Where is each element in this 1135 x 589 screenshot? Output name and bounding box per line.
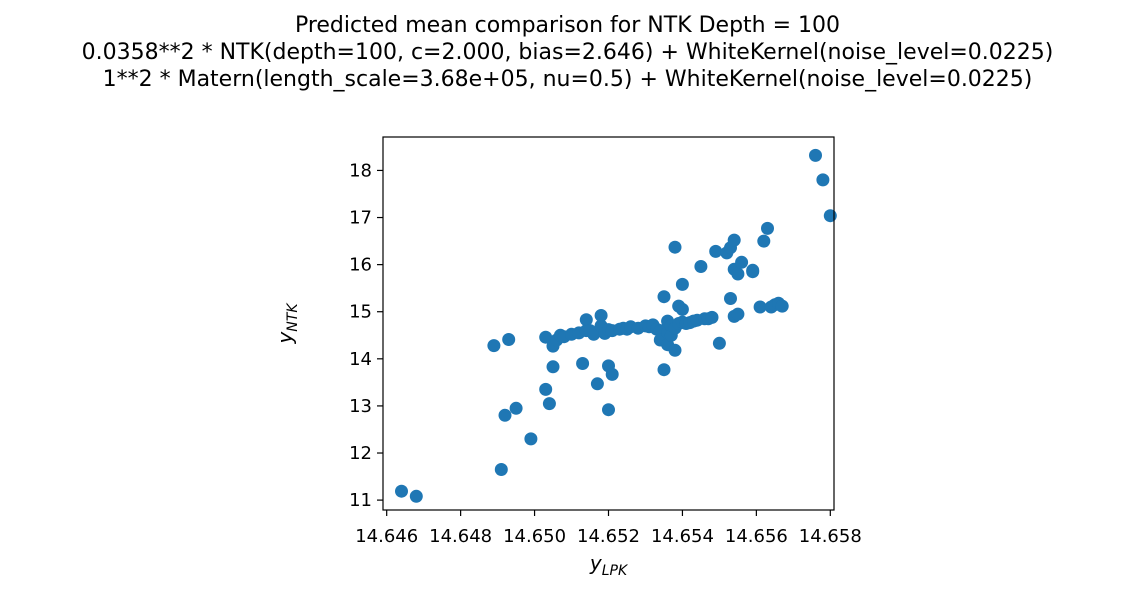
data-point <box>753 300 767 314</box>
data-point <box>657 363 671 377</box>
y-axis-label-base: y <box>273 331 297 345</box>
y-tick-label: 12 <box>349 443 372 464</box>
x-tick-label: 14.656 <box>725 526 788 547</box>
data-point <box>731 307 745 321</box>
y-tick-label: 17 <box>349 208 372 229</box>
chart-title-line-1: Predicted mean comparison for NTK Depth … <box>294 13 841 38</box>
data-point <box>724 292 737 305</box>
data-point <box>605 367 619 381</box>
data-point <box>539 382 553 396</box>
data-point <box>594 309 608 322</box>
data-point <box>509 401 523 415</box>
y-tick-label: 13 <box>349 396 372 417</box>
data-point <box>757 234 771 248</box>
y-tick-label: 11 <box>349 490 372 511</box>
y-tick-label: 14 <box>349 349 372 370</box>
data-point <box>657 290 671 304</box>
data-point <box>579 313 593 327</box>
data-point <box>823 209 837 223</box>
y-axis-ticks: 11 12 13 14 15 16 17 18 <box>349 160 383 511</box>
data-point <box>668 343 682 357</box>
data-point <box>590 377 604 391</box>
data-point <box>727 233 741 247</box>
data-point <box>498 408 512 422</box>
x-tick-label: 14.658 <box>799 526 862 547</box>
x-axis-ticks: 14.646 14.648 14.650 14.652 14.654 14.656 14.6… <box>355 510 862 547</box>
data-point <box>712 336 726 350</box>
y-tick-label: 15 <box>349 302 372 323</box>
data-point <box>539 330 553 344</box>
x-axis-label-base: y <box>589 551 603 575</box>
x-tick-label: 14.650 <box>503 526 566 547</box>
data-point <box>731 267 745 281</box>
x-tick-label: 14.654 <box>651 526 714 547</box>
data-point <box>668 240 682 254</box>
data-point <box>524 432 538 446</box>
data-point <box>709 244 723 258</box>
data-point <box>546 360 560 374</box>
y-axis-label-sub: NTK <box>285 302 301 332</box>
data-point <box>494 463 508 476</box>
data-point <box>809 148 822 162</box>
y-axis-label: yNTK <box>273 302 301 345</box>
data-point <box>542 397 556 411</box>
chart-title: Predicted mean comparison for NTK Depth … <box>0 12 1135 93</box>
chart-title-line-2: 0.0358**2 * NTK(depth=100, c=2.000, bias… <box>81 40 1054 65</box>
data-point <box>735 255 749 269</box>
x-axis-label-sub: LPK <box>602 563 629 579</box>
data-point <box>705 310 719 324</box>
data-point <box>675 302 689 316</box>
x-tick-label: 14.646 <box>355 526 418 547</box>
x-tick-label: 14.648 <box>429 526 492 547</box>
data-point <box>761 221 774 235</box>
points-layer <box>395 148 837 503</box>
data-point <box>576 357 590 370</box>
data-point <box>409 489 423 503</box>
y-tick-label: 16 <box>349 255 372 276</box>
chart-title-line-3: 1**2 * Matern(length_scale=3.68e+05, nu=… <box>102 67 1033 92</box>
y-tick-label: 18 <box>349 160 372 181</box>
data-point <box>587 327 601 341</box>
x-axis-label: yLPK <box>589 551 629 579</box>
x-tick-label: 14.652 <box>577 526 640 547</box>
data-point <box>487 339 501 353</box>
data-point <box>775 299 789 313</box>
data-point <box>694 260 708 273</box>
data-point <box>602 403 615 417</box>
data-point <box>395 484 408 498</box>
data-point <box>816 173 830 187</box>
data-point <box>502 333 516 346</box>
data-point <box>746 263 760 277</box>
data-point <box>675 277 689 291</box>
